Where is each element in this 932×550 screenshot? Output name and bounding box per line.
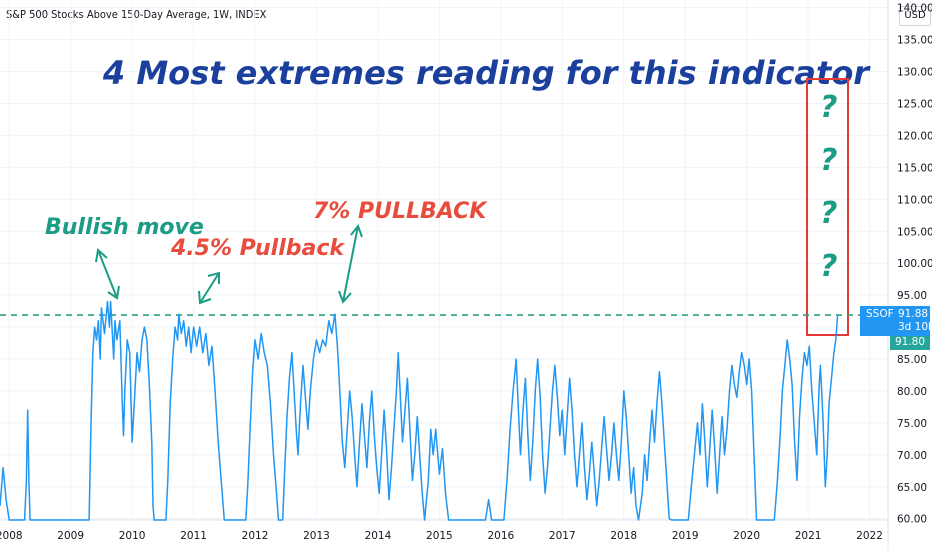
series-line xyxy=(0,300,839,521)
y-tick-label: 125.00 xyxy=(897,98,932,110)
y-tick-label: 70.00 xyxy=(897,450,927,462)
last-value-tag: SSOF 91.88 3d 10h xyxy=(860,306,932,337)
pullback-4-5-label: 4.5% Pullback xyxy=(170,236,345,261)
pullback-7-label: 7% PULLBACK xyxy=(313,199,488,224)
y-tick-label: 135.00 xyxy=(897,35,932,47)
y-tick-label: 140.00 xyxy=(897,3,932,15)
x-tick-label: 2016 xyxy=(487,530,514,542)
x-axis: 2008 2009 2010 2011 2012 2013 2014 2015 2016 2017… xyxy=(0,530,883,542)
price-scale: 60.0065.0070.0075.0080.0085.0090.0095.00… xyxy=(897,3,932,526)
x-tick-label: 2020 xyxy=(733,530,760,542)
question-mark-1: ? xyxy=(820,90,837,125)
x-tick-label: 2022 xyxy=(856,530,883,542)
y-tick-label: 115.00 xyxy=(897,162,932,174)
y-tick-label: 105.00 xyxy=(897,226,932,238)
y-tick-label: 80.00 xyxy=(897,386,927,398)
headline-annotation: 4 Most extremes reading for this indicat… xyxy=(102,54,871,92)
y-tick-label: 95.00 xyxy=(897,290,927,302)
secondary-value-tag: 91.80 xyxy=(890,335,930,350)
y-tick-label: 110.00 xyxy=(897,194,932,206)
symbol-tag: SSOF xyxy=(866,308,894,321)
x-tick-label: 2018 xyxy=(610,530,637,542)
y-tick-label: 85.00 xyxy=(897,354,927,366)
x-tick-label: 2021 xyxy=(795,530,822,542)
bullish-move-label: Bullish move xyxy=(45,215,204,240)
last-value: 91.88 xyxy=(898,308,929,321)
y-tick-label: 75.00 xyxy=(897,418,927,430)
currency-selector[interactable]: USD xyxy=(899,6,931,26)
question-mark-4: ? xyxy=(820,249,837,284)
x-tick-label: 2012 xyxy=(242,530,269,542)
countdown: 3d 10h xyxy=(898,321,932,334)
x-tick-label: 2011 xyxy=(180,530,207,542)
extreme-zone-box xyxy=(806,78,849,336)
x-tick-label: 2008 xyxy=(0,530,23,542)
y-tick-label: 65.00 xyxy=(897,482,927,494)
x-tick-label: 2017 xyxy=(549,530,576,542)
question-mark-2: ? xyxy=(820,143,837,178)
chart-grid xyxy=(0,0,889,550)
x-tick-label: 2009 xyxy=(57,530,84,542)
ssof-series xyxy=(0,300,839,521)
x-tick-label: 2013 xyxy=(303,530,330,542)
x-tick-label: 2019 xyxy=(672,530,699,542)
pullback-7-arrow xyxy=(338,223,363,304)
y-tick-label: 120.00 xyxy=(897,130,932,142)
y-tick-label: 130.00 xyxy=(897,67,932,79)
x-tick-label: 2014 xyxy=(365,530,392,542)
x-tick-label: 2010 xyxy=(119,530,146,542)
secondary-value: 91.80 xyxy=(894,335,926,348)
x-tick-label: 2015 xyxy=(426,530,453,542)
question-mark-3: ? xyxy=(820,196,837,231)
bullish-move-arrow xyxy=(95,248,120,300)
y-tick-label: 60.00 xyxy=(897,514,927,526)
pullback-4-5-arrow xyxy=(198,271,220,305)
y-tick-label: 100.00 xyxy=(897,258,932,270)
